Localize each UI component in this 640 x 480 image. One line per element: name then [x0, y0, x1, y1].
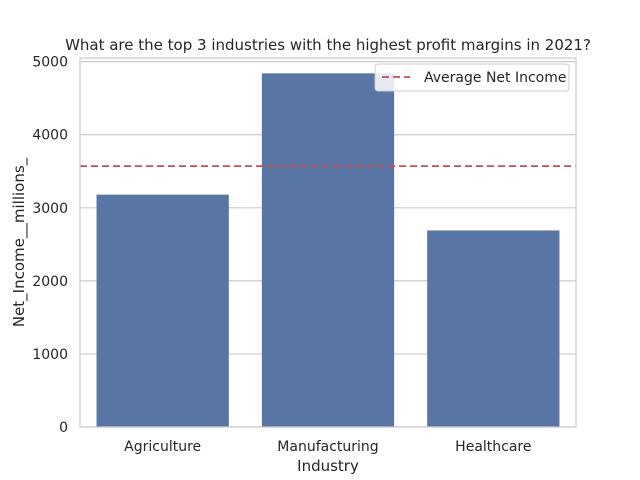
y-tick-label: 1000 — [32, 347, 68, 363]
y-tick-labels: 0 1000 2000 3000 4000 5000 — [32, 55, 68, 436]
y-tick-label: 5000 — [32, 55, 68, 71]
x-tick-label: Healthcare — [455, 439, 531, 455]
x-tick-label: Agriculture — [124, 439, 201, 455]
y-tick-label: 3000 — [32, 201, 68, 217]
bar-manufacturing — [261, 73, 395, 428]
y-axis-label: Net_Income__millions_ — [10, 157, 29, 327]
chart-title: What are the top 3 industries with the h… — [65, 36, 591, 54]
legend-box — [374, 63, 570, 92]
legend: Average Net Income — [374, 63, 570, 92]
plot-frame — [79, 57, 577, 428]
bar-agriculture — [96, 194, 229, 427]
x-axis-label: Industry — [297, 457, 359, 475]
bars — [96, 73, 560, 428]
y-tick-label: 4000 — [32, 128, 68, 144]
x-tick-labels: Agriculture Manufacturing Healthcare — [124, 439, 531, 455]
legend-entry-label: Average Net Income — [424, 70, 566, 86]
bar-healthcare — [427, 230, 560, 427]
x-tick-label: Manufacturing — [277, 439, 378, 455]
y-tick-label: 0 — [59, 420, 68, 436]
y-tick-label: 2000 — [32, 274, 68, 290]
